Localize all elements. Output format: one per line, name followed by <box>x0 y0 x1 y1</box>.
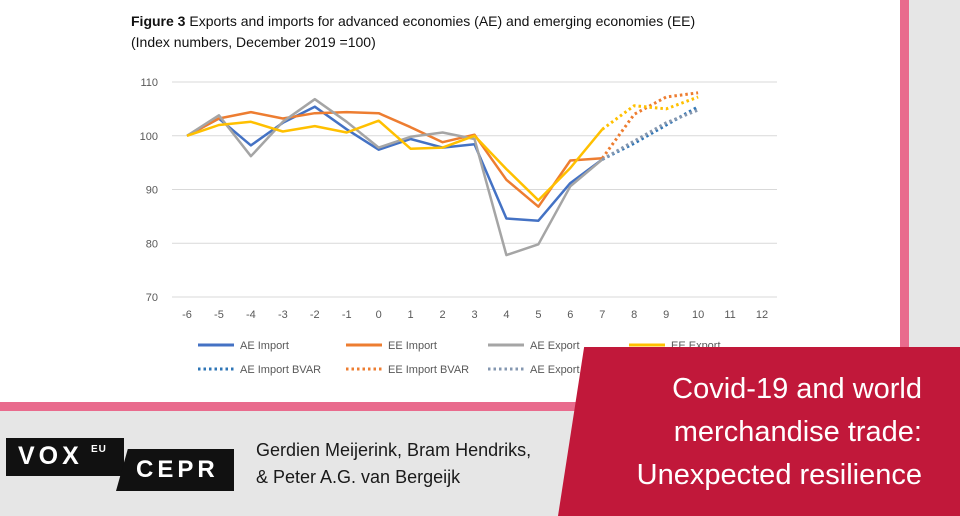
vox-logo-eu: EU <box>91 444 107 455</box>
legend-label: EE Import <box>388 340 437 352</box>
x-tick-label: 11 <box>724 309 735 321</box>
x-tick-label: 10 <box>692 309 704 321</box>
series-line-2 <box>186 97 604 257</box>
authors: Gerdien Meijerink, Bram Hendriks, & Pete… <box>256 437 561 491</box>
x-tick-label: 5 <box>535 309 541 321</box>
figure-title-text: Exports and imports for advanced economi… <box>189 13 695 29</box>
y-tick-label: 70 <box>146 292 158 304</box>
x-tick-label: 0 <box>376 309 382 321</box>
series-line-0 <box>186 105 604 222</box>
x-tick-label: 4 <box>503 309 509 321</box>
figure-panel <box>0 0 900 402</box>
x-tick-label: 8 <box>631 309 637 321</box>
series-line-3 <box>186 119 604 202</box>
vox-logo-text: VOX <box>18 442 83 470</box>
x-tick-label: -5 <box>214 309 224 321</box>
headline-line-1: Covid-19 and world <box>672 373 922 405</box>
x-tick-label: 9 <box>663 309 669 321</box>
cepr-logo-text: CEPR <box>136 456 219 483</box>
figure-label: Figure 3 <box>131 13 186 29</box>
figure-title: Figure 3 Exports and imports for advance… <box>131 13 695 29</box>
x-tick-label: -3 <box>278 309 288 321</box>
authors-line-2: & Peter A.G. van Bergeijk <box>256 467 461 487</box>
legend-label: AE Import BVAR <box>240 364 321 376</box>
y-tick-label: 80 <box>146 238 158 250</box>
y-tick-label: 100 <box>140 131 158 143</box>
series-line-5 <box>601 91 699 160</box>
headline: Covid-19 and world merchandise trade: Un… <box>596 368 922 497</box>
legend-label: AE Import <box>240 340 289 352</box>
headline-line-2: merchandise trade: <box>673 416 922 448</box>
authors-line-1: Gerdien Meijerink, Bram Hendriks, <box>256 440 532 460</box>
y-tick-label: 110 <box>140 77 158 89</box>
legend-label: EE Import BVAR <box>388 364 469 376</box>
x-tick-label: 3 <box>471 309 477 321</box>
y-tick-label: 90 <box>146 185 158 197</box>
x-tick-label: -1 <box>342 309 352 321</box>
pink-band-right <box>900 0 909 404</box>
x-tick-label: -2 <box>310 309 320 321</box>
vox-logo-box <box>6 438 124 476</box>
chart: Figure 3 Exports and imports for advance… <box>131 13 777 376</box>
headline-panel <box>558 347 960 516</box>
x-tick-label: -6 <box>182 309 192 321</box>
pink-band-bottom <box>0 402 909 411</box>
x-tick-label: 2 <box>439 309 445 321</box>
headline-line-3: Unexpected resilience <box>636 459 922 491</box>
figure-subtitle: (Index numbers, December 2019 =100) <box>131 34 376 50</box>
legend-label: AE Export <box>530 340 580 352</box>
x-tick-label: 6 <box>567 309 573 321</box>
x-tick-label: -4 <box>246 309 256 321</box>
series-line-6 <box>601 108 699 161</box>
x-tick-label: 12 <box>756 309 768 321</box>
series-line-7 <box>601 95 699 131</box>
series-line-1 <box>186 110 603 208</box>
x-tick-label: 1 <box>408 309 414 321</box>
x-tick-label: 7 <box>599 309 605 321</box>
series-line-4 <box>601 105 699 161</box>
cepr-logo-box <box>116 449 234 491</box>
